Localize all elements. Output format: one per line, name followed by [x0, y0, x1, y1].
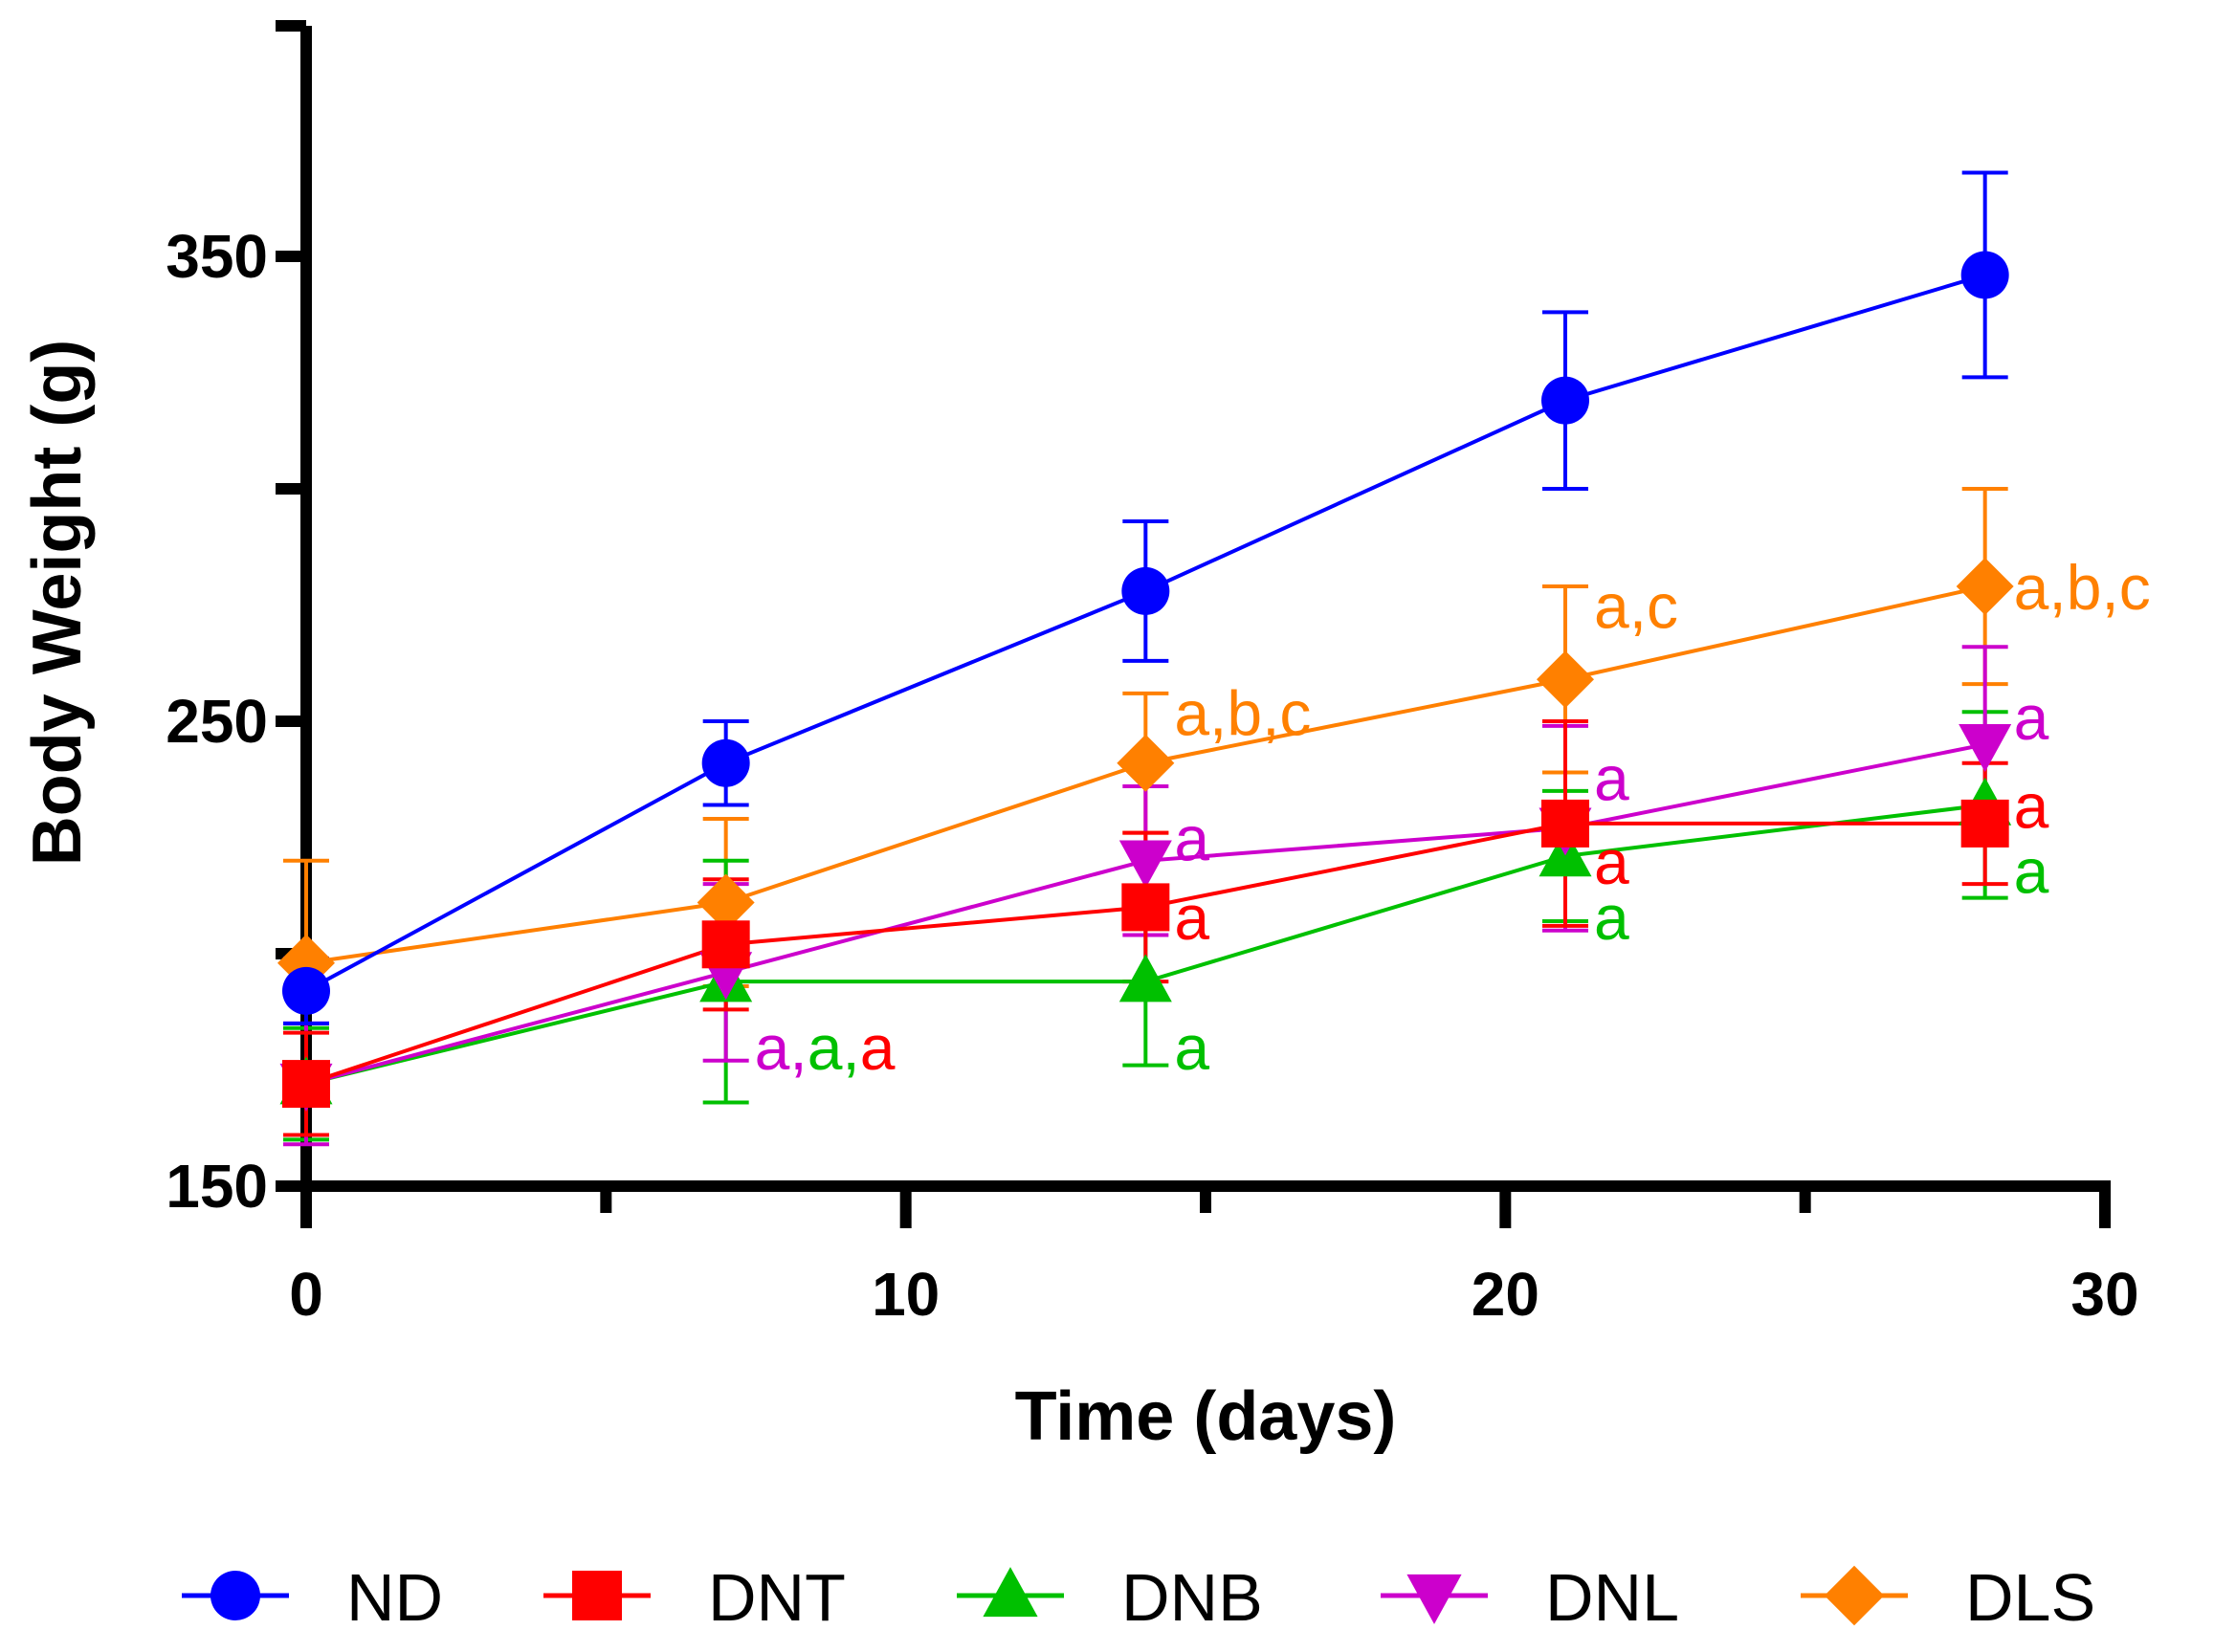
annotation-text: a: [1174, 882, 1209, 953]
annotation-text: a: [1594, 882, 1629, 953]
legend-item-dls: DLS: [1801, 1560, 2095, 1635]
legend-marker: [572, 1571, 622, 1620]
annotation-text: a,: [755, 1012, 808, 1083]
annotation-text: a,: [808, 1012, 860, 1083]
data-point: [1117, 734, 1175, 792]
annotation-label: a: [1174, 1012, 1209, 1083]
x-tick-label: 10: [872, 1260, 940, 1329]
x-axis-title: Time (days): [1015, 1378, 1397, 1455]
y-tick-label: 350: [166, 222, 268, 291]
x-tick-label: 30: [2070, 1260, 2138, 1329]
legend-item-dnl: DNL: [1381, 1560, 1679, 1635]
annotation-text: a: [1174, 1012, 1209, 1083]
data-point: [1541, 376, 1589, 425]
legend-item-dnt: DNT: [543, 1560, 846, 1635]
annotation-label: a: [1174, 882, 1209, 953]
y-axis-title: Body Weight (g): [19, 340, 96, 867]
data-point: [282, 966, 330, 1015]
annotation-text: a: [2014, 682, 2049, 753]
legend-marker: [1406, 1574, 1462, 1624]
data-point: [1121, 566, 1170, 615]
annotation-label: a: [1594, 882, 1629, 953]
data-point: [1537, 650, 1594, 709]
legend-marker: [210, 1571, 260, 1620]
axes: 150 250 350 0 10 20 30 Time (days) Body Weight (…: [19, 20, 2139, 1455]
x-tick-label: 20: [1472, 1260, 1539, 1329]
data-point: [1118, 954, 1172, 1002]
annotation-label: a: [1594, 742, 1629, 813]
annotation-label: a: [2014, 770, 2049, 841]
annotation-label: a: [2014, 836, 2049, 907]
y-tick-label: 250: [166, 687, 268, 756]
data-point: [1121, 883, 1170, 932]
data-point: [282, 1060, 330, 1109]
annotation-text: a: [1594, 826, 1629, 897]
legend-item-nd: ND: [182, 1560, 443, 1635]
data-point: [1959, 724, 2012, 773]
annotation-label: a: [1594, 826, 1629, 897]
data-point: [701, 738, 750, 787]
series-nd-points: [282, 251, 2009, 1015]
data-point: [1960, 251, 2009, 299]
annotation-text: a: [860, 1012, 896, 1083]
legend-marker: [983, 1567, 1038, 1618]
annotation-text: a,b,c: [2014, 552, 2151, 623]
series-dnt-points: [282, 799, 2009, 1109]
annotation-text: a: [1594, 742, 1629, 813]
annotation-label: a: [2014, 682, 2049, 753]
legend-label: DNT: [708, 1560, 846, 1635]
data-point: [1960, 799, 2009, 848]
legend-item-dnb: DNB: [957, 1560, 1263, 1635]
legend-label: DNL: [1545, 1560, 1679, 1635]
annotation-text: a: [1174, 804, 1209, 874]
data-point: [697, 873, 755, 932]
data-point: [1541, 799, 1589, 848]
y-tick-label: 150: [166, 1152, 268, 1221]
legend-label: ND: [346, 1560, 443, 1635]
annotation-text: a,b,c: [1174, 677, 1311, 748]
annotation-text: a: [2014, 836, 2049, 907]
annotation-label: a,c: [1594, 571, 1678, 642]
annotation-label: a,b,c: [1174, 677, 1311, 748]
data-point: [1118, 840, 1172, 889]
legend-label: DLS: [1965, 1560, 2095, 1635]
annotation-label: a,b,c: [2014, 552, 2151, 623]
annotation-label: a: [1174, 804, 1209, 874]
data-point: [701, 920, 750, 969]
legend-label: DNB: [1121, 1560, 1263, 1635]
legend-marker: [1824, 1565, 1885, 1626]
plot-area: [277, 170, 2014, 1147]
annotation-text: a,c: [1594, 571, 1678, 642]
data-point: [1956, 558, 2014, 616]
x-tick-label: 0: [289, 1260, 323, 1329]
annotation-text: a: [2014, 770, 2049, 841]
legend: ND DNT DNB DNL DLS: [182, 1560, 2095, 1635]
annotation-label: a,a,a: [755, 1012, 896, 1083]
